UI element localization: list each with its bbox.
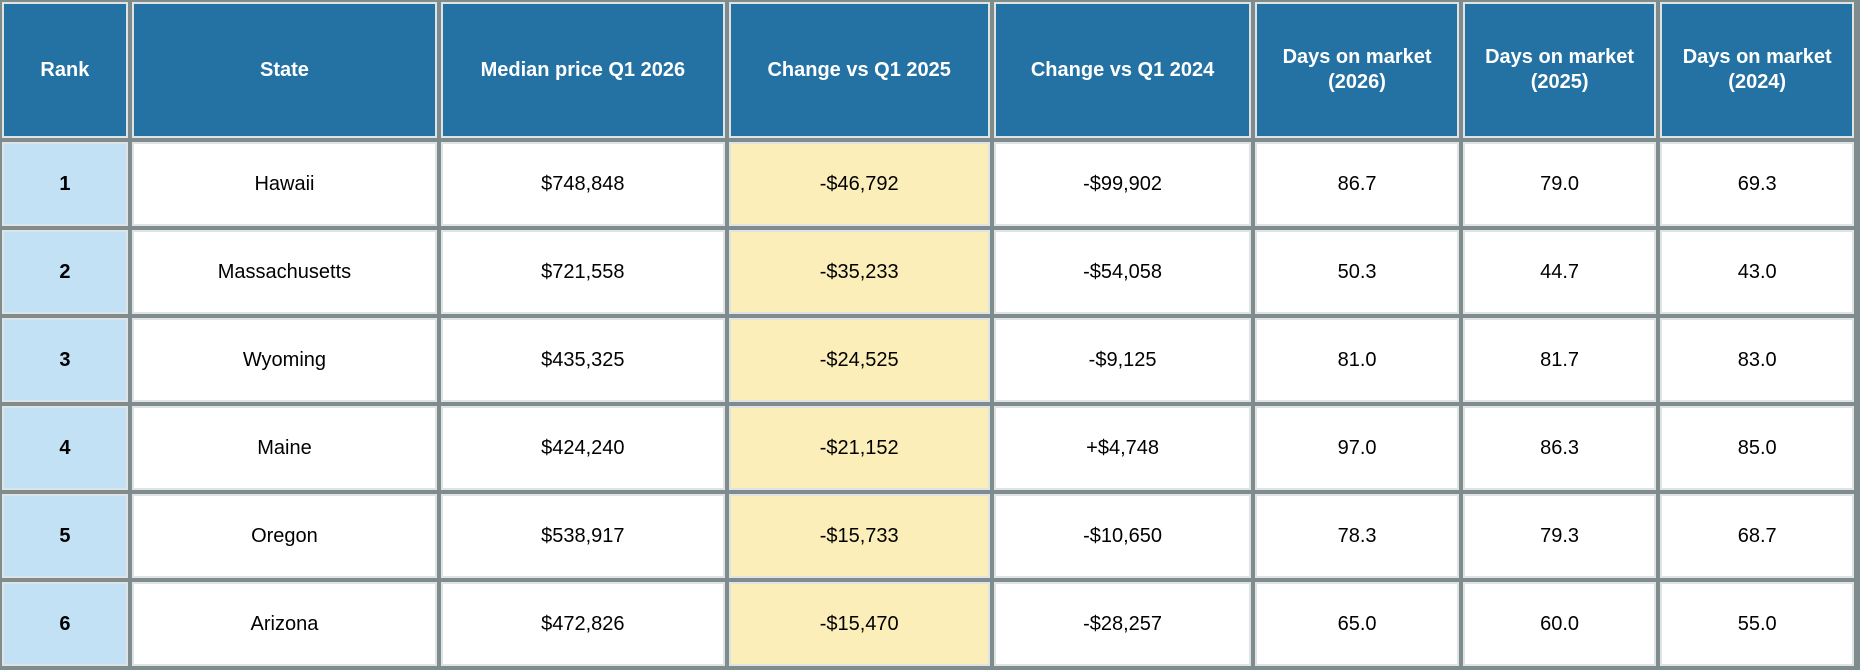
cell-median-price: $435,325 [441, 318, 725, 402]
cell-state: Hawaii [131, 142, 438, 226]
cell-change-2024: -$28,257 [993, 582, 1252, 666]
table-row: 6 Arizona $472,826 -$15,470 -$28,257 65.… [2, 582, 1854, 666]
cell-dom-2026: 86.7 [1255, 142, 1459, 226]
cell-change-2025: -$21,152 [728, 406, 990, 490]
cell-rank: 3 [2, 318, 128, 402]
cell-change-2024: -$10,650 [993, 494, 1252, 578]
cell-state: Wyoming [131, 318, 438, 402]
cell-rank: 5 [2, 494, 128, 578]
cell-dom-2025: 79.3 [1462, 494, 1657, 578]
header-dom-2025-line2: (2025) [1530, 71, 1589, 93]
cell-dom-2024: 83.0 [1660, 318, 1854, 402]
cell-dom-2025: 60.0 [1462, 582, 1657, 666]
table-row: 4 Maine $424,240 -$21,152 +$4,748 97.0 8… [2, 406, 1854, 490]
header-dom-2026-line1: Days on market [1282, 46, 1432, 68]
cell-dom-2025: 44.7 [1462, 230, 1657, 314]
cell-dom-2026: 97.0 [1255, 406, 1459, 490]
cell-dom-2024: 55.0 [1660, 582, 1854, 666]
cell-rank: 2 [2, 230, 128, 314]
cell-dom-2024: 68.7 [1660, 494, 1854, 578]
cell-change-2025: -$35,233 [728, 230, 990, 314]
cell-dom-2026: 65.0 [1255, 582, 1459, 666]
cell-dom-2026: 81.0 [1255, 318, 1459, 402]
table-row: 2 Massachusetts $721,558 -$35,233 -$54,0… [2, 230, 1854, 314]
cell-dom-2025: 86.3 [1462, 406, 1657, 490]
cell-median-price: $748,848 [441, 142, 725, 226]
cell-dom-2026: 50.3 [1255, 230, 1459, 314]
header-dom-2026-line2: (2026) [1328, 71, 1386, 93]
cell-change-2024: +$4,748 [993, 406, 1252, 490]
table-row: 1 Hawaii $748,848 -$46,792 -$99,902 86.7… [2, 142, 1854, 226]
table-row: 3 Wyoming $435,325 -$24,525 -$9,125 81.0… [2, 318, 1854, 402]
cell-change-2025: -$15,470 [728, 582, 990, 666]
header-rank[interactable]: Rank [2, 2, 128, 138]
cell-state: Oregon [131, 494, 438, 578]
cell-dom-2024: 69.3 [1660, 142, 1854, 226]
table-header: Rank State Median price Q1 2026 Change v… [2, 2, 1854, 138]
table-body: 1 Hawaii $748,848 -$46,792 -$99,902 86.7… [2, 142, 1854, 666]
header-change-2025[interactable]: Change vs Q1 2025 [728, 2, 990, 138]
cell-dom-2024: 85.0 [1660, 406, 1854, 490]
cell-state: Maine [131, 406, 438, 490]
cell-median-price: $424,240 [441, 406, 725, 490]
cell-change-2024: -$9,125 [993, 318, 1252, 402]
header-row: Rank State Median price Q1 2026 Change v… [2, 2, 1854, 138]
cell-rank: 4 [2, 406, 128, 490]
header-state[interactable]: State [131, 2, 438, 138]
cell-state: Arizona [131, 582, 438, 666]
header-dom-2025[interactable]: Days on market (2025) [1462, 2, 1657, 138]
cell-state: Massachusetts [131, 230, 438, 314]
cell-dom-2025: 79.0 [1462, 142, 1657, 226]
header-dom-2026[interactable]: Days on market (2026) [1255, 2, 1459, 138]
cell-dom-2025: 81.7 [1462, 318, 1657, 402]
header-dom-2024-line1: Days on market [1682, 46, 1832, 68]
header-change-2024[interactable]: Change vs Q1 2024 [993, 2, 1252, 138]
cell-rank: 1 [2, 142, 128, 226]
header-median-price[interactable]: Median price Q1 2026 [441, 2, 725, 138]
cell-dom-2024: 43.0 [1660, 230, 1854, 314]
cell-change-2025: -$15,733 [728, 494, 990, 578]
cell-dom-2026: 78.3 [1255, 494, 1459, 578]
cell-change-2024: -$99,902 [993, 142, 1252, 226]
cell-change-2025: -$24,525 [728, 318, 990, 402]
header-dom-2024-line2: (2024) [1728, 71, 1787, 93]
header-dom-2024[interactable]: Days on market (2024) [1660, 2, 1854, 138]
cell-median-price: $721,558 [441, 230, 725, 314]
table-row: 5 Oregon $538,917 -$15,733 -$10,650 78.3… [2, 494, 1854, 578]
header-dom-2025-line1: Days on market [1485, 46, 1635, 68]
cell-median-price: $472,826 [441, 582, 725, 666]
cell-change-2025: -$46,792 [728, 142, 990, 226]
cell-median-price: $538,917 [441, 494, 725, 578]
cell-rank: 6 [2, 582, 128, 666]
cell-change-2024: -$54,058 [993, 230, 1252, 314]
